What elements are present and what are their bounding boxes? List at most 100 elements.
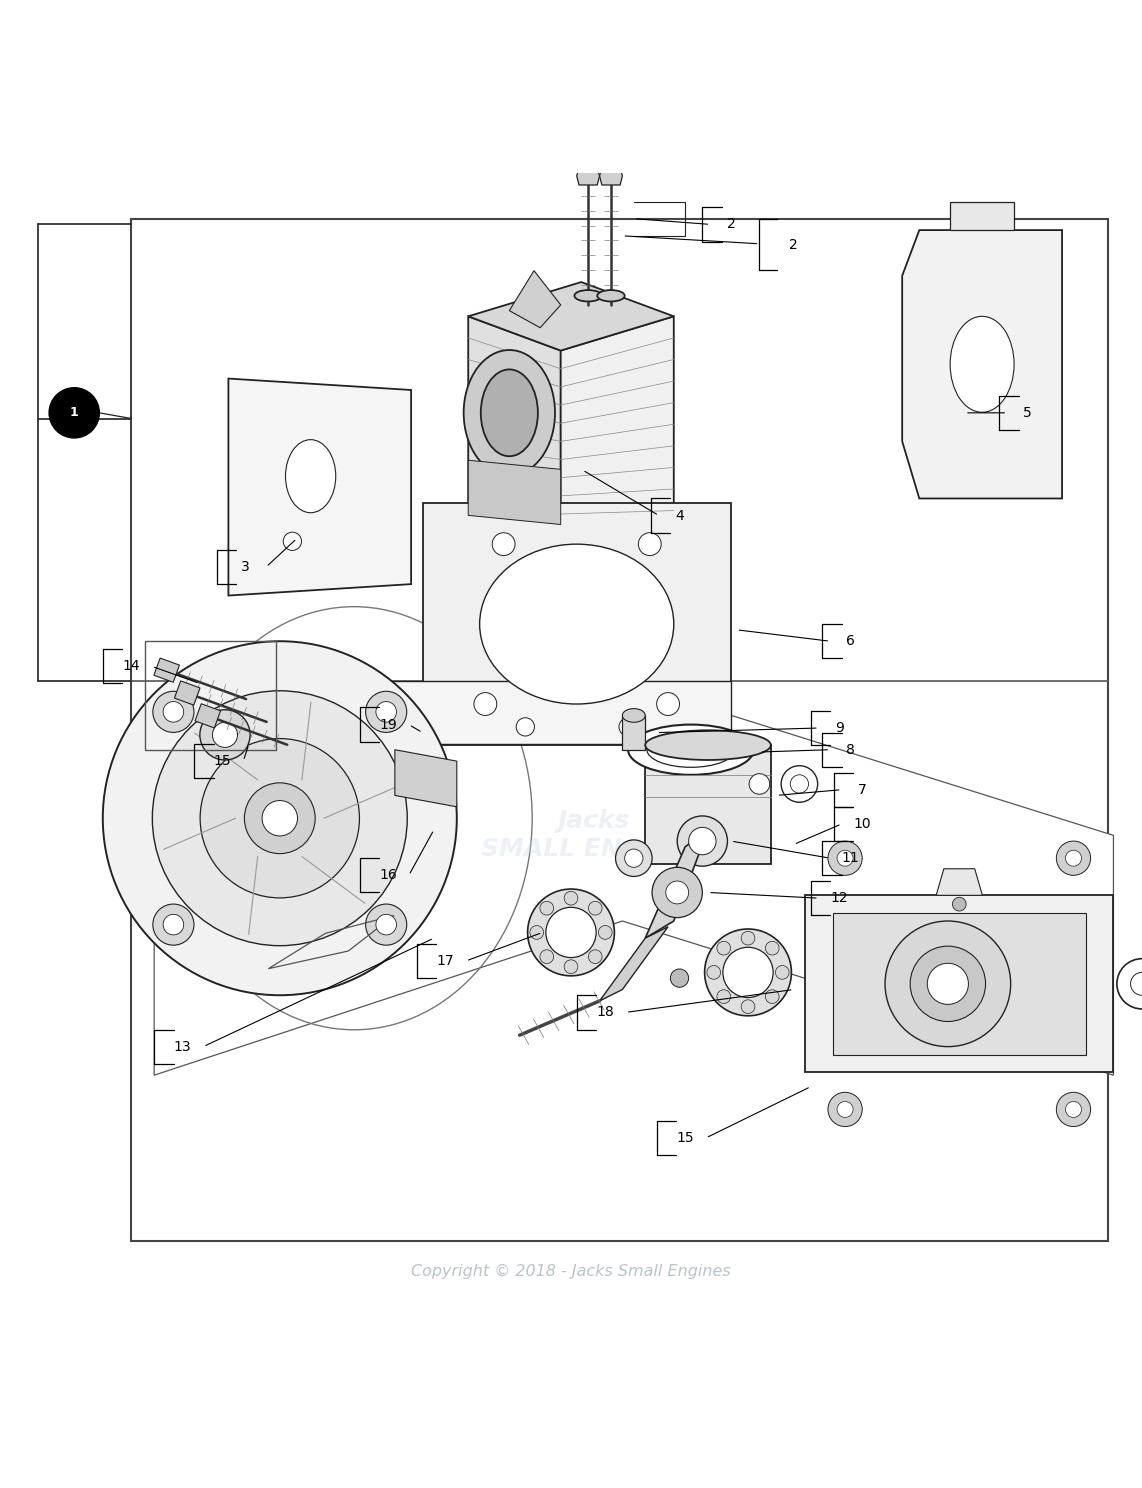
Bar	[145, 641, 276, 750]
Polygon shape	[950, 201, 1014, 231]
Circle shape	[775, 966, 789, 979]
Polygon shape	[805, 896, 1113, 1073]
Circle shape	[1131, 972, 1142, 995]
Text: 10: 10	[853, 817, 871, 830]
Circle shape	[212, 722, 238, 747]
Polygon shape	[600, 927, 668, 1001]
Circle shape	[677, 815, 727, 866]
Polygon shape	[561, 317, 674, 567]
Circle shape	[910, 946, 986, 1021]
Ellipse shape	[622, 708, 645, 722]
Circle shape	[741, 931, 755, 945]
Circle shape	[1056, 841, 1091, 875]
Circle shape	[564, 891, 578, 905]
Circle shape	[927, 963, 968, 1004]
Text: 15: 15	[676, 1131, 694, 1144]
Polygon shape	[468, 283, 674, 351]
Circle shape	[540, 902, 554, 915]
Circle shape	[828, 1092, 862, 1126]
Text: Copyright © 2018 - Jacks Small Engines: Copyright © 2018 - Jacks Small Engines	[411, 1265, 731, 1280]
Text: 18: 18	[596, 1006, 614, 1019]
Polygon shape	[577, 168, 600, 185]
Text: 8: 8	[846, 743, 855, 757]
Circle shape	[152, 690, 408, 946]
Circle shape	[828, 841, 862, 875]
Circle shape	[516, 717, 534, 737]
Text: 9: 9	[835, 722, 844, 735]
Text: 17: 17	[436, 954, 455, 969]
Circle shape	[376, 701, 396, 722]
Ellipse shape	[481, 369, 538, 457]
Circle shape	[588, 949, 602, 964]
Circle shape	[598, 926, 612, 939]
Circle shape	[616, 839, 652, 876]
Ellipse shape	[645, 731, 771, 760]
Circle shape	[540, 949, 554, 964]
Circle shape	[546, 908, 596, 958]
Polygon shape	[154, 682, 1113, 1076]
Text: 15: 15	[214, 754, 232, 768]
Circle shape	[837, 850, 853, 866]
Text: 2: 2	[726, 217, 735, 232]
Polygon shape	[175, 682, 200, 705]
Circle shape	[530, 926, 544, 939]
Text: 6: 6	[846, 634, 855, 649]
Text: 16: 16	[379, 869, 397, 882]
Circle shape	[1117, 958, 1142, 1009]
Polygon shape	[468, 317, 561, 567]
Ellipse shape	[950, 317, 1014, 412]
Text: 1: 1	[70, 406, 79, 420]
Polygon shape	[936, 869, 982, 896]
Circle shape	[638, 533, 661, 555]
Circle shape	[717, 942, 731, 955]
Circle shape	[765, 942, 779, 955]
Ellipse shape	[464, 350, 555, 476]
Polygon shape	[468, 460, 561, 524]
Circle shape	[1065, 850, 1081, 866]
Circle shape	[163, 701, 184, 722]
Circle shape	[103, 641, 457, 995]
Text: 7: 7	[858, 783, 867, 796]
Circle shape	[262, 801, 298, 836]
Circle shape	[365, 905, 407, 945]
Circle shape	[244, 783, 315, 854]
Circle shape	[588, 902, 602, 915]
Circle shape	[837, 1101, 853, 1117]
Circle shape	[749, 774, 770, 795]
Ellipse shape	[286, 439, 336, 513]
Polygon shape	[509, 271, 561, 327]
Circle shape	[723, 948, 773, 997]
Polygon shape	[902, 231, 1062, 498]
Text: 12: 12	[830, 891, 849, 905]
Circle shape	[781, 766, 818, 802]
Polygon shape	[622, 716, 645, 750]
Bar	[354, 682, 731, 744]
Text: 3: 3	[241, 559, 250, 574]
Circle shape	[365, 692, 407, 732]
Circle shape	[705, 929, 791, 1016]
Circle shape	[765, 990, 779, 1003]
Circle shape	[474, 692, 497, 716]
Ellipse shape	[597, 290, 625, 302]
Ellipse shape	[574, 290, 602, 302]
Polygon shape	[645, 745, 771, 865]
Bar	[131, 219, 1108, 1241]
Circle shape	[200, 710, 250, 760]
Circle shape	[492, 533, 515, 555]
Polygon shape	[600, 168, 622, 185]
Circle shape	[376, 914, 396, 934]
Circle shape	[707, 966, 721, 979]
Circle shape	[528, 888, 614, 976]
Text: 19: 19	[379, 717, 397, 732]
Circle shape	[1056, 1092, 1091, 1126]
Circle shape	[666, 881, 689, 903]
Circle shape	[885, 921, 1011, 1046]
Circle shape	[689, 827, 716, 854]
Circle shape	[564, 960, 578, 973]
Polygon shape	[395, 750, 457, 806]
Polygon shape	[195, 704, 220, 728]
Polygon shape	[833, 914, 1086, 1055]
Circle shape	[670, 969, 689, 987]
Circle shape	[952, 897, 966, 911]
Ellipse shape	[480, 545, 674, 704]
